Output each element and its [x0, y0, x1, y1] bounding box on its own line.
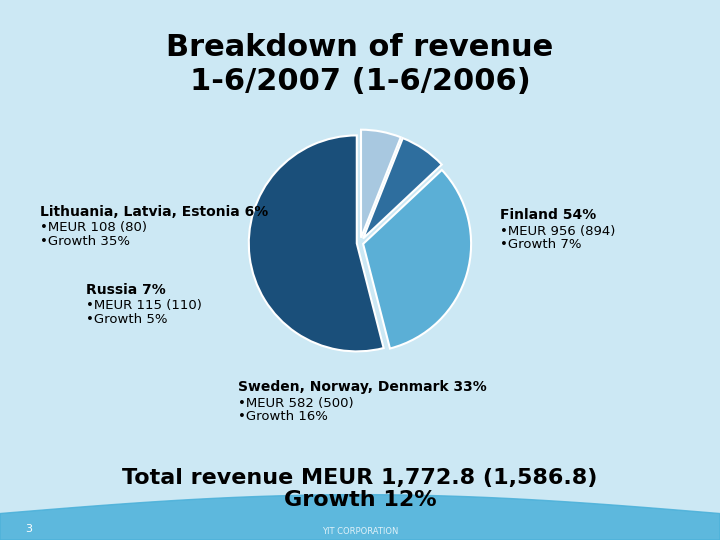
Wedge shape	[363, 170, 471, 348]
Text: 3: 3	[25, 524, 32, 534]
Text: •Growth 5%: •Growth 5%	[86, 313, 168, 326]
Text: Lithuania, Latvia, Estonia 6%: Lithuania, Latvia, Estonia 6%	[40, 205, 268, 219]
Text: Total revenue MEUR 1,772.8 (1,586.8): Total revenue MEUR 1,772.8 (1,586.8)	[122, 468, 598, 488]
Text: •MEUR 115 (110): •MEUR 115 (110)	[86, 299, 202, 313]
Wedge shape	[361, 130, 401, 238]
Wedge shape	[363, 138, 442, 239]
Text: Finland 54%: Finland 54%	[500, 208, 597, 222]
Text: •MEUR 582 (500): •MEUR 582 (500)	[238, 396, 354, 410]
Text: •Growth 35%: •Growth 35%	[40, 234, 130, 248]
Text: •Growth 16%: •Growth 16%	[238, 410, 328, 423]
Text: •MEUR 108 (80): •MEUR 108 (80)	[40, 221, 147, 234]
Text: YIT CORPORATION: YIT CORPORATION	[322, 528, 398, 536]
Text: Breakdown of revenue
1-6/2007 (1-6/2006): Breakdown of revenue 1-6/2007 (1-6/2006)	[166, 33, 554, 96]
Text: Growth 12%: Growth 12%	[284, 489, 436, 510]
Polygon shape	[0, 495, 720, 540]
Text: Sweden, Norway, Denmark 33%: Sweden, Norway, Denmark 33%	[238, 381, 486, 395]
Text: Russia 7%: Russia 7%	[86, 284, 166, 298]
Wedge shape	[249, 136, 384, 352]
Text: •Growth 7%: •Growth 7%	[500, 238, 582, 252]
Text: •MEUR 956 (894): •MEUR 956 (894)	[500, 225, 616, 238]
